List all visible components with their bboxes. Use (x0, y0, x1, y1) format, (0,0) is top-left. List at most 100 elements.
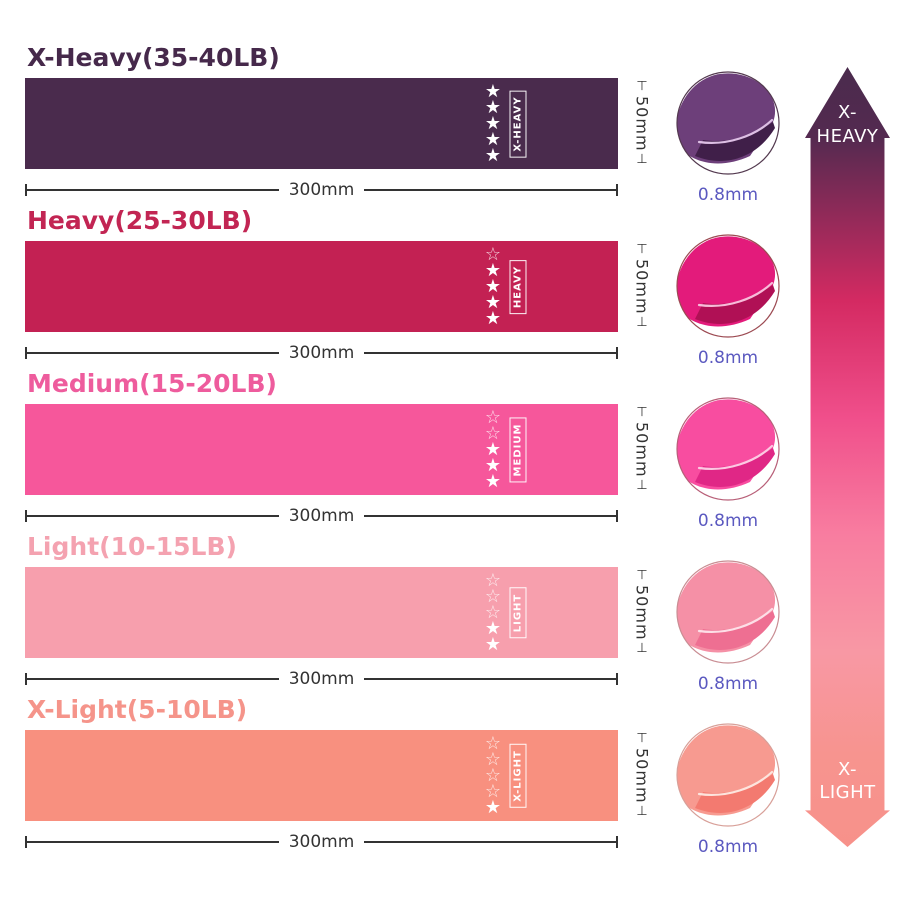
folded-band-photo (676, 397, 780, 501)
thickness-label: 0.8mm (697, 348, 759, 368)
band-title: X-Heavy(35-40LB) (27, 43, 280, 72)
band-row: Medium(15-20LB) ☆ ☆ ★ ★ ★ MEDIUM 300mm ⊤ 50m… (25, 369, 785, 531)
dimension-tick-top: ⊤ (636, 78, 648, 94)
thickness-column: 0.8mm (668, 533, 788, 694)
dimension-line-right (364, 352, 617, 354)
dimension-line-right (364, 189, 617, 191)
height-dimension-label: 50mm (632, 747, 652, 804)
band-title: Light(10-15LB) (27, 532, 237, 561)
folded-band-photo (676, 723, 780, 827)
star-filled-icon: ★ (484, 291, 502, 313)
band-column: X-Heavy(35-40LB) ★ ★ ★ ★ ★ X-HEAVY 300mm (25, 43, 619, 200)
dimension-tick-bottom: ⊥ (636, 478, 648, 494)
star-filled-icon: ★ (484, 275, 502, 297)
dimension-tick-top: ⊤ (636, 404, 648, 420)
band-column: Light(10-15LB) ☆ ☆ ☆ ★ ★ LIGHT 300mm (25, 532, 619, 689)
strength-stars: ☆ ☆ ★ ★ ★ (483, 406, 503, 492)
dimension-tick-left (25, 184, 27, 196)
resistance-band: ☆ ☆ ☆ ★ ★ LIGHT (25, 567, 618, 658)
band-row: X-Heavy(35-40LB) ★ ★ ★ ★ ★ X-HEAVY 300mm ⊤ 5… (25, 43, 785, 205)
dimension-tick-right (616, 347, 619, 359)
height-dimension: ⊤ 50mm ⊥ (624, 696, 660, 821)
width-dimension-label: 300mm (288, 180, 355, 200)
band-column: Heavy(25-30LB) ☆ ★ ★ ★ ★ HEAVY 300mm (25, 206, 619, 363)
star-filled-icon: ★ (484, 144, 502, 166)
height-dimension-label: 50mm (632, 258, 652, 315)
width-dimension: 300mm (25, 180, 619, 200)
star-filled-icon: ★ (484, 796, 502, 818)
star-outline-icon: ☆ (484, 764, 502, 786)
band-label-box: X-HEAVY (506, 89, 527, 158)
width-dimension: 300mm (25, 832, 619, 852)
dimension-tick-left (25, 347, 27, 359)
thickness-label: 0.8mm (697, 511, 759, 531)
dimension-tick-bottom: ⊥ (636, 804, 648, 820)
band-column: X-Light(5-10LB) ☆ ☆ ☆ ☆ ★ X-LIGHT 300mm (25, 696, 619, 852)
band-title: Medium(15-20LB) (27, 369, 277, 398)
star-filled-icon: ★ (484, 307, 502, 329)
dimension-line-left (27, 352, 279, 354)
strength-stars: ☆ ☆ ☆ ☆ ★ (483, 732, 503, 818)
width-dimension-label: 300mm (288, 343, 355, 363)
strength-stars: ☆ ★ ★ ★ ★ (483, 245, 503, 329)
thickness-label: 0.8mm (697, 674, 759, 694)
star-filled-icon: ★ (484, 438, 502, 460)
dimension-tick-bottom: ⊥ (636, 641, 648, 657)
star-outline-icon: ☆ (484, 780, 502, 802)
width-dimension: 300mm (25, 506, 619, 526)
arrow-top-label: X- HEAVY (816, 102, 879, 147)
height-dimension-label: 50mm (632, 584, 652, 641)
folded-band-photo (676, 234, 780, 338)
star-outline-icon: ☆ (484, 732, 502, 754)
height-dimension: ⊤ 50mm ⊥ (624, 533, 660, 658)
star-outline-icon: ☆ (484, 422, 502, 444)
dimension-tick-bottom: ⊥ (636, 152, 648, 168)
resistance-band: ☆ ☆ ☆ ☆ ★ X-LIGHT (25, 730, 618, 821)
dimension-line-right (364, 515, 617, 517)
height-dimension: ⊤ 50mm ⊥ (624, 44, 660, 169)
band-rows: X-Heavy(35-40LB) ★ ★ ★ ★ ★ X-HEAVY 300mm ⊤ 5… (25, 44, 785, 859)
band-label: X-HEAVY (509, 89, 527, 158)
star-outline-icon: ☆ (484, 406, 502, 428)
band-label-box: X-LIGHT (506, 743, 527, 808)
band-row: X-Light(5-10LB) ☆ ☆ ☆ ☆ ★ X-LIGHT 300mm ⊤ 50… (25, 696, 785, 857)
star-filled-icon: ★ (484, 128, 502, 150)
arrow-bottom-label: X- LIGHT (819, 758, 876, 804)
dimension-tick-top: ⊤ (636, 241, 648, 257)
star-filled-icon: ★ (484, 470, 502, 492)
star-outline-icon: ☆ (484, 585, 502, 607)
star-filled-icon: ★ (484, 96, 502, 118)
band-row: Heavy(25-30LB) ☆ ★ ★ ★ ★ HEAVY 300mm ⊤ 50mm … (25, 206, 785, 368)
dimension-line-left (27, 515, 279, 517)
dimension-tick-right (616, 836, 619, 848)
resistance-band: ☆ ★ ★ ★ ★ HEAVY (25, 241, 618, 332)
height-dimension: ⊤ 50mm ⊥ (624, 370, 660, 495)
star-filled-icon: ★ (484, 80, 502, 102)
resistance-band: ★ ★ ★ ★ ★ X-HEAVY (25, 78, 618, 169)
width-dimension: 300mm (25, 669, 619, 689)
height-dimension-label: 50mm (632, 95, 652, 152)
folded-band-photo (676, 560, 780, 664)
band-title: Heavy(25-30LB) (27, 206, 253, 235)
thickness-column: 0.8mm (668, 370, 788, 531)
height-dimension: ⊤ 50mm ⊥ (624, 207, 660, 332)
dimension-line-left (27, 678, 279, 680)
dimension-tick-left (25, 836, 27, 848)
star-filled-icon: ★ (484, 633, 502, 655)
width-dimension: 300mm (25, 343, 619, 363)
dimension-line-left (27, 189, 279, 191)
dimension-tick-bottom: ⊥ (636, 315, 648, 331)
band-label-box: MEDIUM (506, 417, 527, 482)
dimension-tick-right (616, 510, 619, 522)
thickness-column: 0.8mm (668, 696, 788, 857)
dimension-tick-top: ⊤ (636, 567, 648, 583)
dimension-line-left (27, 841, 279, 843)
dimension-line-right (364, 841, 617, 843)
band-row: Light(10-15LB) ☆ ☆ ☆ ★ ★ LIGHT 300mm ⊤ 50mm … (25, 532, 785, 694)
thickness-column: 0.8mm (668, 44, 788, 205)
band-label: LIGHT (509, 587, 527, 638)
thickness-column: 0.8mm (668, 207, 788, 368)
width-dimension-label: 300mm (288, 832, 355, 852)
band-label-box: HEAVY (506, 259, 527, 314)
height-dimension-label: 50mm (632, 421, 652, 478)
